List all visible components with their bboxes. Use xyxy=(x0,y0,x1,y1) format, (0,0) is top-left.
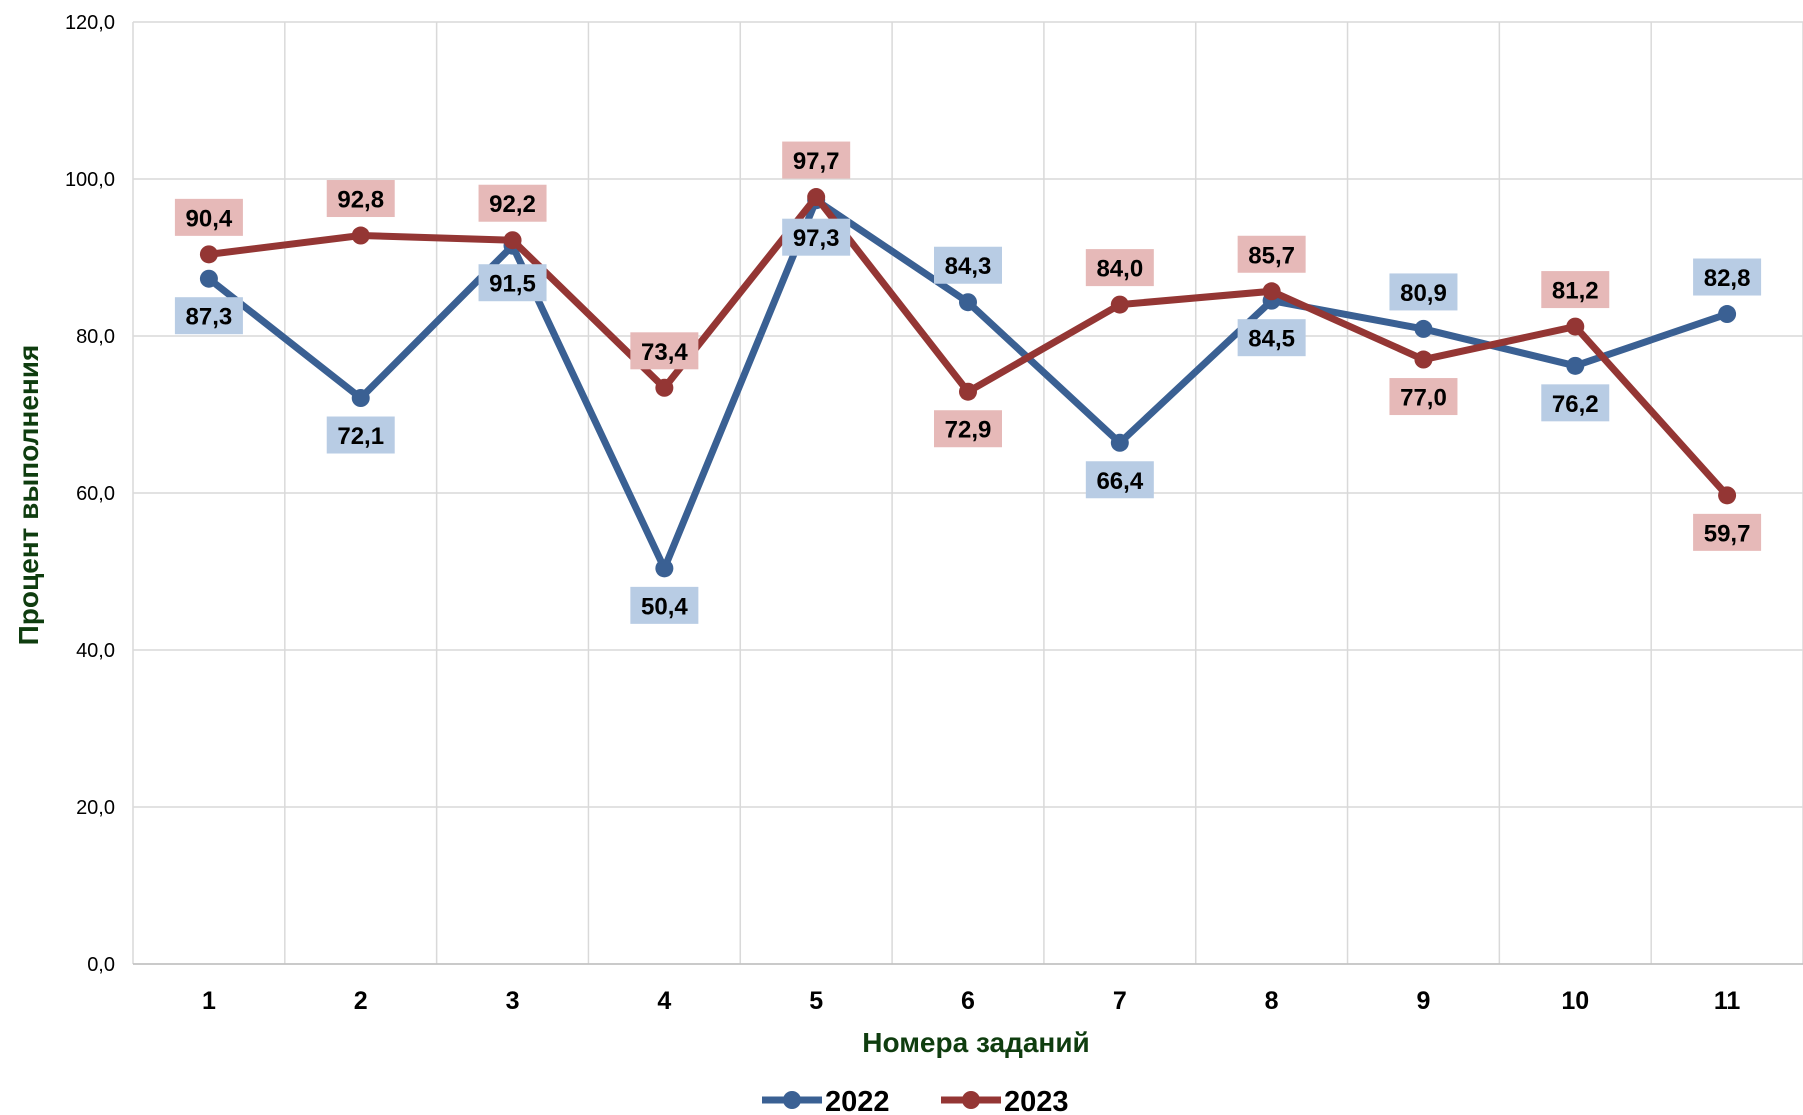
y-tick-label: 60,0 xyxy=(76,483,115,505)
data-label-2022: 82,8 xyxy=(1693,259,1761,296)
data-point-2022 xyxy=(655,559,673,577)
data-label-text: 50,4 xyxy=(641,593,688,620)
data-label-2022: 84,5 xyxy=(1238,319,1306,356)
x-tick-label: 11 xyxy=(1714,987,1741,1015)
data-point-2022 xyxy=(1566,357,1584,375)
y-tick-label: 40,0 xyxy=(76,640,115,662)
data-label-2023: 84,0 xyxy=(1086,249,1154,286)
data-label-text: 91,5 xyxy=(489,271,536,298)
data-label-2023: 97,7 xyxy=(782,142,850,179)
data-point-2023 xyxy=(1111,296,1129,314)
data-point-2023 xyxy=(1718,486,1736,504)
y-tick-label: 100,0 xyxy=(65,169,115,191)
data-label-2022: 91,5 xyxy=(479,264,547,301)
data-label-text: 97,7 xyxy=(793,148,840,175)
data-label-2022: 50,4 xyxy=(630,587,698,624)
data-label-text: 72,9 xyxy=(945,417,992,444)
data-label-text: 84,5 xyxy=(1248,326,1295,353)
data-label-2023: 72,9 xyxy=(934,410,1002,447)
data-point-2023 xyxy=(352,227,370,245)
data-label-text: 82,8 xyxy=(1704,265,1751,292)
legend-swatch-marker xyxy=(783,1091,801,1109)
data-label-text: 84,0 xyxy=(1096,256,1143,283)
series-lines xyxy=(200,188,1736,577)
x-tick-label: 6 xyxy=(961,987,975,1015)
data-point-2023 xyxy=(959,383,977,401)
data-label-text: 66,4 xyxy=(1096,468,1143,495)
data-label-2022: 66,4 xyxy=(1086,461,1154,498)
data-label-text: 77,0 xyxy=(1400,385,1447,412)
x-tick-label: 8 xyxy=(1265,987,1279,1015)
data-label-text: 81,2 xyxy=(1552,278,1599,305)
data-label-text: 85,7 xyxy=(1248,242,1295,269)
data-point-2023 xyxy=(1414,351,1432,369)
data-label-text: 84,3 xyxy=(945,253,992,280)
y-tick-label: 80,0 xyxy=(76,326,115,348)
x-tick-label: 7 xyxy=(1113,987,1127,1015)
data-label-2023: 85,7 xyxy=(1238,236,1306,273)
data-point-2022 xyxy=(959,293,977,311)
x-axis-title: Номера заданий xyxy=(862,1027,1090,1058)
data-label-2023: 81,2 xyxy=(1541,271,1609,308)
data-label-2023: 77,0 xyxy=(1389,378,1457,415)
data-label-text: 92,2 xyxy=(489,191,536,218)
x-tick-label: 4 xyxy=(657,987,671,1015)
data-label-2022: 80,9 xyxy=(1389,273,1457,310)
x-tick-label: 2 xyxy=(354,987,368,1015)
y-axis-title: Процент выполнения xyxy=(13,345,44,646)
data-label-text: 73,4 xyxy=(641,339,688,366)
x-tick-label: 10 xyxy=(1561,987,1589,1015)
data-point-2022 xyxy=(1111,434,1129,452)
y-tick-label: 20,0 xyxy=(76,797,115,819)
data-label-2023: 92,8 xyxy=(327,180,395,217)
legend: 2022 2023 xyxy=(762,1086,1069,1115)
x-tick-label: 5 xyxy=(809,987,823,1015)
data-point-2023 xyxy=(504,231,522,249)
data-label-2023: 92,2 xyxy=(479,185,547,222)
data-label-text: 59,7 xyxy=(1704,520,1751,547)
legend-swatch-marker xyxy=(962,1091,980,1109)
data-label-text: 87,3 xyxy=(186,304,233,331)
data-label-2023: 73,4 xyxy=(630,332,698,369)
data-label-2022: 97,3 xyxy=(782,219,850,256)
data-label-text: 76,2 xyxy=(1552,391,1599,418)
data-label-2022: 76,2 xyxy=(1541,384,1609,421)
data-point-2022 xyxy=(200,270,218,288)
y-tick-label: 120,0 xyxy=(65,12,115,34)
data-label-2023: 90,4 xyxy=(175,199,243,236)
data-point-2023 xyxy=(200,245,218,263)
x-tick-label: 1 xyxy=(202,987,216,1015)
data-label-text: 90,4 xyxy=(186,205,233,232)
legend-label: 2023 xyxy=(1004,1086,1069,1115)
data-point-2023 xyxy=(655,379,673,397)
data-point-2022 xyxy=(1414,320,1432,338)
x-axis-ticks: 1 2 3 4 5 6 7 8 9 10 11 xyxy=(202,987,1740,1015)
data-labels: 87,3 72,1 91,5 50,4 97,3 84,3 66,4 84,5 80,9 76,2… xyxy=(175,142,1761,624)
data-point-2023 xyxy=(1566,318,1584,336)
x-tick-label: 3 xyxy=(506,987,520,1015)
data-point-2023 xyxy=(1263,282,1281,300)
data-point-2023 xyxy=(807,188,825,206)
data-label-2022: 87,3 xyxy=(175,297,243,334)
data-label-text: 97,3 xyxy=(793,225,840,252)
legend-label: 2022 xyxy=(825,1086,890,1115)
x-tick-label: 9 xyxy=(1417,987,1431,1015)
data-point-2022 xyxy=(352,389,370,407)
data-label-text: 72,1 xyxy=(337,423,384,450)
y-axis-ticks: 0,0 20,0 40,0 60,0 80,0 100,0 120,0 xyxy=(65,12,115,976)
legend-item-2023: 2023 xyxy=(941,1086,1069,1115)
gridlines xyxy=(133,22,1803,964)
data-label-2023: 59,7 xyxy=(1693,514,1761,551)
data-label-text: 92,8 xyxy=(337,187,384,214)
data-point-2022 xyxy=(1718,305,1736,323)
data-label-2022: 72,1 xyxy=(327,417,395,454)
data-label-text: 80,9 xyxy=(1400,280,1447,307)
data-label-2022: 84,3 xyxy=(934,247,1002,284)
y-tick-label: 0,0 xyxy=(87,954,115,976)
legend-item-2022: 2022 xyxy=(762,1086,890,1115)
